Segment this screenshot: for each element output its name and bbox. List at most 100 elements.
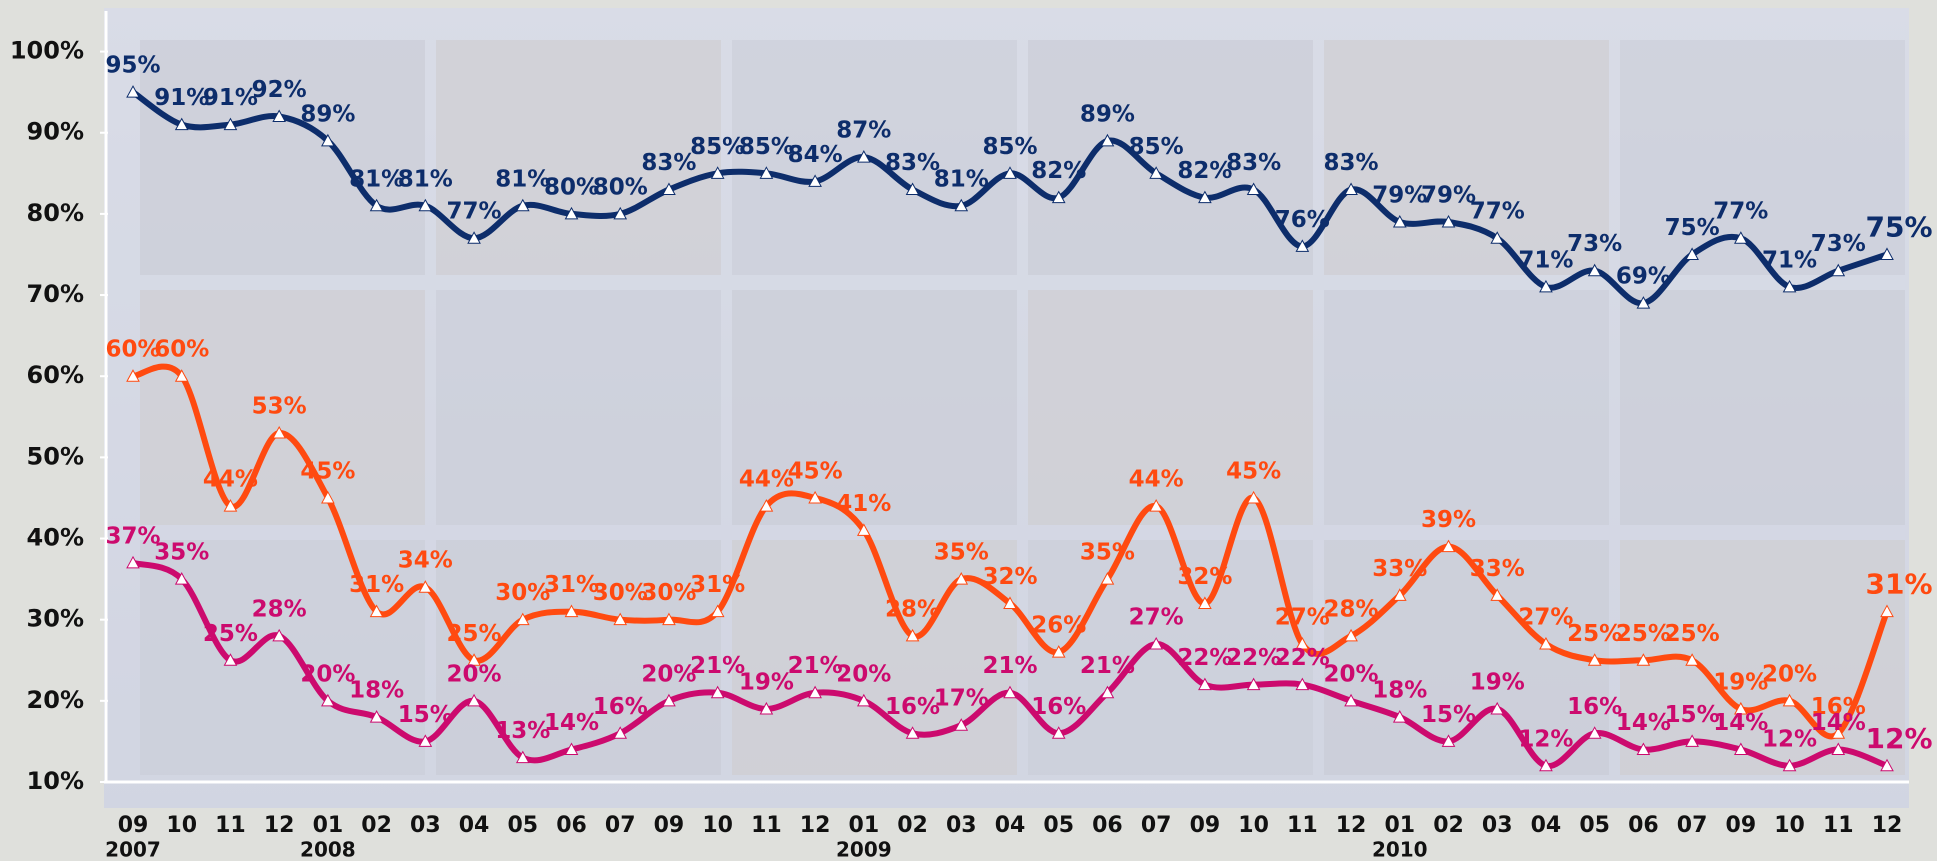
y-tick-label: 20% bbox=[27, 686, 84, 714]
value-label: 77% bbox=[1470, 199, 1525, 225]
x-year-label: 2007 bbox=[105, 838, 161, 861]
chart: 10%20%30%40%50%60%70%80%90%100%092007101… bbox=[0, 0, 1937, 861]
x-tick-label: 02 bbox=[361, 813, 392, 838]
x-tick-label: 11 bbox=[215, 813, 246, 838]
value-label: 83% bbox=[885, 150, 940, 176]
value-label: 25% bbox=[1616, 621, 1671, 647]
value-label: 69% bbox=[1616, 264, 1671, 290]
value-label: 17% bbox=[934, 686, 989, 712]
value-label: 39% bbox=[1421, 507, 1476, 533]
value-label: 35% bbox=[154, 540, 209, 566]
value-label: 89% bbox=[1080, 101, 1135, 127]
x-tick-label: 10 bbox=[1774, 813, 1805, 838]
x-tick-label: 02 bbox=[1433, 813, 1464, 838]
value-label: 12% bbox=[1518, 726, 1573, 752]
value-label: 83% bbox=[1226, 150, 1281, 176]
y-tick-label: 60% bbox=[27, 361, 84, 389]
value-label: 22% bbox=[1226, 645, 1281, 671]
value-label: 19% bbox=[1713, 669, 1768, 695]
value-label: 20% bbox=[447, 661, 502, 687]
x-tick-label: 01 bbox=[849, 813, 880, 838]
value-label: 32% bbox=[982, 564, 1037, 590]
value-label: 31% bbox=[1865, 568, 1932, 601]
value-label: 25% bbox=[203, 621, 258, 647]
x-tick-label: 07 bbox=[1677, 813, 1708, 838]
x-tick-label: 07 bbox=[1141, 813, 1172, 838]
value-label: 21% bbox=[982, 653, 1037, 679]
y-tick-label: 30% bbox=[27, 605, 84, 633]
value-label: 20% bbox=[300, 661, 355, 687]
x-tick-label: 06 bbox=[1628, 813, 1659, 838]
value-label: 18% bbox=[349, 678, 404, 704]
x-tick-label: 09 bbox=[118, 813, 149, 838]
value-label: 91% bbox=[203, 85, 258, 111]
value-label: 85% bbox=[739, 134, 794, 160]
value-label: 75% bbox=[1865, 210, 1932, 243]
value-label: 12% bbox=[1762, 726, 1817, 752]
value-label: 14% bbox=[1811, 710, 1866, 736]
value-label: 81% bbox=[349, 166, 404, 192]
value-label: 85% bbox=[1129, 134, 1184, 160]
value-label: 44% bbox=[203, 467, 258, 493]
value-label: 25% bbox=[447, 621, 502, 647]
value-label: 71% bbox=[1762, 247, 1817, 273]
x-tick-label: 09 bbox=[1726, 813, 1757, 838]
x-tick-label: 05 bbox=[507, 813, 538, 838]
value-label: 80% bbox=[593, 174, 648, 200]
x-tick-label: 07 bbox=[605, 813, 636, 838]
value-label: 31% bbox=[349, 572, 404, 598]
value-label: 19% bbox=[1470, 669, 1525, 695]
value-label: 60% bbox=[105, 337, 160, 363]
value-label: 45% bbox=[788, 458, 843, 484]
x-tick-label: 06 bbox=[556, 813, 587, 838]
value-label: 33% bbox=[1470, 556, 1525, 582]
value-label: 45% bbox=[300, 458, 355, 484]
value-label: 82% bbox=[1031, 158, 1086, 184]
value-label: 35% bbox=[1080, 540, 1135, 566]
value-label: 26% bbox=[1031, 613, 1086, 639]
x-tick-label: 11 bbox=[1287, 813, 1318, 838]
value-label: 16% bbox=[1031, 694, 1086, 720]
x-tick-label: 11 bbox=[1823, 813, 1854, 838]
x-tick-label: 12 bbox=[1336, 813, 1367, 838]
value-label: 89% bbox=[300, 101, 355, 127]
value-label: 15% bbox=[1665, 702, 1720, 728]
x-tick-label: 09 bbox=[654, 813, 685, 838]
value-label: 77% bbox=[1713, 199, 1768, 225]
value-label: 71% bbox=[1518, 247, 1573, 273]
x-tick-label: 09 bbox=[1190, 813, 1221, 838]
y-tick-label: 80% bbox=[27, 199, 84, 227]
value-label: 14% bbox=[544, 710, 599, 736]
value-label: 13% bbox=[495, 718, 550, 744]
x-tick-label: 10 bbox=[702, 813, 733, 838]
value-label: 31% bbox=[544, 572, 599, 598]
x-tick-label: 05 bbox=[1043, 813, 1074, 838]
value-label: 19% bbox=[739, 669, 794, 695]
x-tick-label: 02 bbox=[897, 813, 928, 838]
value-label: 95% bbox=[105, 53, 160, 79]
value-label: 20% bbox=[641, 661, 696, 687]
x-tick-label: 01 bbox=[1384, 813, 1415, 838]
value-label: 73% bbox=[1567, 231, 1622, 257]
value-label: 85% bbox=[982, 134, 1037, 160]
y-tick-label: 50% bbox=[27, 442, 84, 470]
value-label: 28% bbox=[252, 596, 307, 622]
x-tick-label: 04 bbox=[995, 813, 1026, 838]
value-label: 18% bbox=[1372, 678, 1427, 704]
value-label: 14% bbox=[1713, 710, 1768, 736]
value-label: 87% bbox=[836, 118, 891, 144]
x-tick-label: 05 bbox=[1579, 813, 1610, 838]
y-tick-label: 90% bbox=[27, 118, 84, 146]
x-tick-label: 03 bbox=[410, 813, 441, 838]
value-label: 21% bbox=[788, 653, 843, 679]
x-tick-label: 10 bbox=[1238, 813, 1269, 838]
value-label: 91% bbox=[154, 85, 209, 111]
value-label: 20% bbox=[836, 661, 891, 687]
value-label: 80% bbox=[544, 174, 599, 200]
value-label: 21% bbox=[690, 653, 745, 679]
x-tick-label: 12 bbox=[1872, 813, 1903, 838]
value-label: 79% bbox=[1421, 183, 1476, 209]
value-label: 12% bbox=[1865, 722, 1932, 755]
value-label: 15% bbox=[398, 702, 453, 728]
value-label: 45% bbox=[1226, 458, 1281, 484]
